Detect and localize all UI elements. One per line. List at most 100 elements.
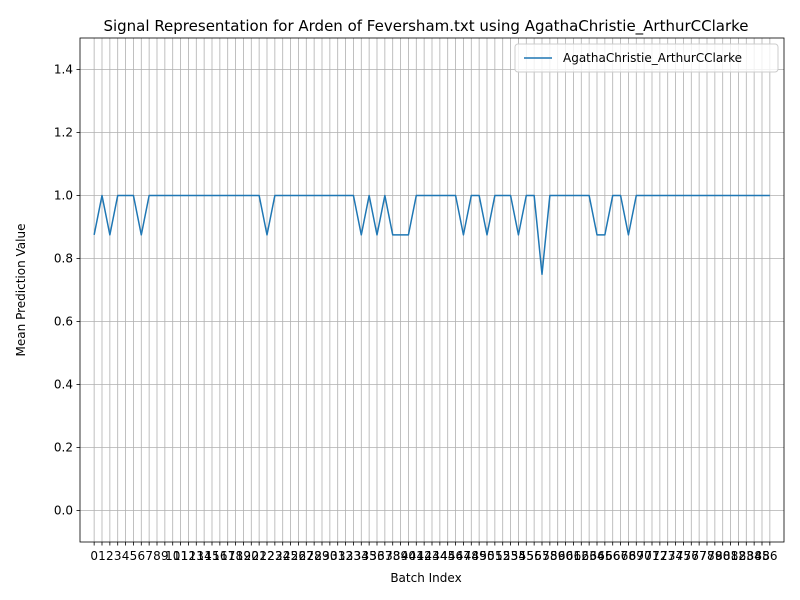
x-tick-label: 31 — [330, 549, 345, 563]
x-tick-label: 53 — [503, 549, 518, 563]
x-tick-label: 35 — [362, 549, 377, 563]
x-tick-label: 15 — [204, 549, 219, 563]
y-tick-label: 1.4 — [54, 63, 73, 77]
y-tick-label: 0.0 — [54, 504, 73, 518]
x-tick-label: 39 — [393, 549, 408, 563]
x-tick-label: 28 — [307, 549, 322, 563]
x-axis-label: Batch Index — [390, 571, 461, 585]
x-tick-label: 5 — [130, 549, 138, 563]
legend-label: AgathaChristie_ArthurCClarke — [563, 51, 742, 65]
x-tick-label: 66 — [605, 549, 620, 563]
y-tick-label: 1.0 — [54, 189, 73, 203]
x-tick-label: 43 — [424, 549, 439, 563]
x-tick-label: 13 — [189, 549, 204, 563]
x-tick-label: 55 — [519, 549, 534, 563]
x-tick-label: 19 — [236, 549, 251, 563]
x-tick-label: 47 — [456, 549, 471, 563]
legend-box — [514, 43, 779, 73]
x-tick-label: 79 — [707, 549, 722, 563]
x-tick-label: 1 — [98, 549, 106, 563]
x-tick-label: 49 — [472, 549, 487, 563]
y-axis-label: Mean Prediction Value — [14, 224, 28, 357]
x-tick-label: 2 — [106, 549, 114, 563]
x-tick-label: 29 — [314, 549, 329, 563]
x-tick-label: 85 — [754, 549, 769, 563]
x-tick-label: 23 — [267, 549, 282, 563]
x-tick-label: 57 — [534, 549, 549, 563]
x-tick-label: 48 — [464, 549, 479, 563]
x-tick-label: 4 — [122, 549, 130, 563]
x-tick-label: 21 — [252, 549, 267, 563]
legend: AgathaChristie_ArthurCClarke — [514, 43, 779, 73]
x-tick-label: 40 — [401, 549, 416, 563]
chart-title: Signal Representation for Arden of Fever… — [103, 17, 748, 36]
x-tick-label: 64 — [589, 549, 604, 563]
series-layer — [93, 194, 770, 275]
x-tick-label: 86 — [762, 549, 777, 563]
x-tick-label: 32 — [338, 549, 353, 563]
x-tick-label: 67 — [613, 549, 628, 563]
x-tick-label: 52 — [495, 549, 510, 563]
x-tick-label: 51 — [487, 549, 502, 563]
x-tick-label: 83 — [739, 549, 754, 563]
x-tick-label: 37 — [377, 549, 392, 563]
x-tick-label: 7 — [145, 549, 153, 563]
x-tick-label: 3 — [114, 549, 122, 563]
x-tick-label: 33 — [346, 549, 361, 563]
x-tick-label: 63 — [582, 549, 597, 563]
x-tick-label: 81 — [723, 549, 738, 563]
y-tick-label: 0.6 — [54, 315, 73, 329]
x-tick-label: 9 — [161, 549, 169, 563]
x-tick-label: 22 — [259, 549, 274, 563]
x-tick-label: 69 — [629, 549, 644, 563]
x-tick-label: 38 — [385, 549, 400, 563]
x-tick-label: 18 — [228, 549, 243, 563]
x-tick-label: 12 — [181, 549, 196, 563]
x-tick-label: 46 — [448, 549, 463, 563]
x-tick-label: 27 — [299, 549, 314, 563]
x-tick-label: 6 — [137, 549, 145, 563]
y-tick-label: 1.2 — [54, 126, 73, 140]
x-tick-label: 36 — [369, 549, 384, 563]
x-tick-label: 24 — [275, 549, 290, 563]
x-tick-label: 60 — [558, 549, 573, 563]
x-tick-label: 73 — [660, 549, 675, 563]
x-tick-label: 68 — [621, 549, 636, 563]
x-tick-label: 26 — [291, 549, 306, 563]
x-tick-label: 17 — [220, 549, 235, 563]
x-tick-label: 44 — [432, 549, 447, 563]
x-tick-label: 59 — [550, 549, 565, 563]
x-tick-label: 50 — [479, 549, 494, 563]
y-tick-label: 0.8 — [54, 252, 73, 266]
grid — [80, 38, 784, 542]
x-axis-ticks: 0 1 2 3 4 5 6 7 8 9101112131415161718192021222324… — [90, 542, 777, 563]
x-tick-label: 8 — [153, 549, 161, 563]
x-tick-label: 70 — [637, 549, 652, 563]
x-tick-label: 76 — [684, 549, 699, 563]
x-tick-label: 42 — [417, 549, 432, 563]
x-tick-label: 72 — [652, 549, 667, 563]
x-tick-label: 0 — [90, 549, 98, 563]
x-tick-label: 45 — [440, 549, 455, 563]
x-tick-label: 30 — [322, 549, 337, 563]
x-tick-label: 41 — [409, 549, 424, 563]
x-tick-label: 14 — [197, 549, 212, 563]
x-tick-label: 78 — [699, 549, 714, 563]
x-tick-label: 62 — [574, 549, 589, 563]
x-tick-label: 34 — [354, 549, 369, 563]
x-tick-label: 20 — [244, 549, 259, 563]
y-tick-label: 0.4 — [54, 378, 73, 392]
x-tick-label: 82 — [731, 549, 746, 563]
x-tick-label: 25 — [283, 549, 298, 563]
x-tick-label: 54 — [511, 549, 526, 563]
x-tick-label: 16 — [212, 549, 227, 563]
y-axis-ticks: 0.0 0.2 0.4 0.6 0.8 1.0 1.2 1.4 — [54, 63, 80, 518]
x-tick-label: 80 — [715, 549, 730, 563]
x-tick-label: 58 — [542, 549, 557, 563]
x-tick-label: 11 — [173, 549, 188, 563]
series-line-AgathaChristie_ArthurCClarke — [93, 194, 770, 275]
y-tick-label: 0.2 — [54, 441, 73, 455]
x-tick-label: 10 — [165, 549, 180, 563]
x-tick-label: 75 — [676, 549, 691, 563]
